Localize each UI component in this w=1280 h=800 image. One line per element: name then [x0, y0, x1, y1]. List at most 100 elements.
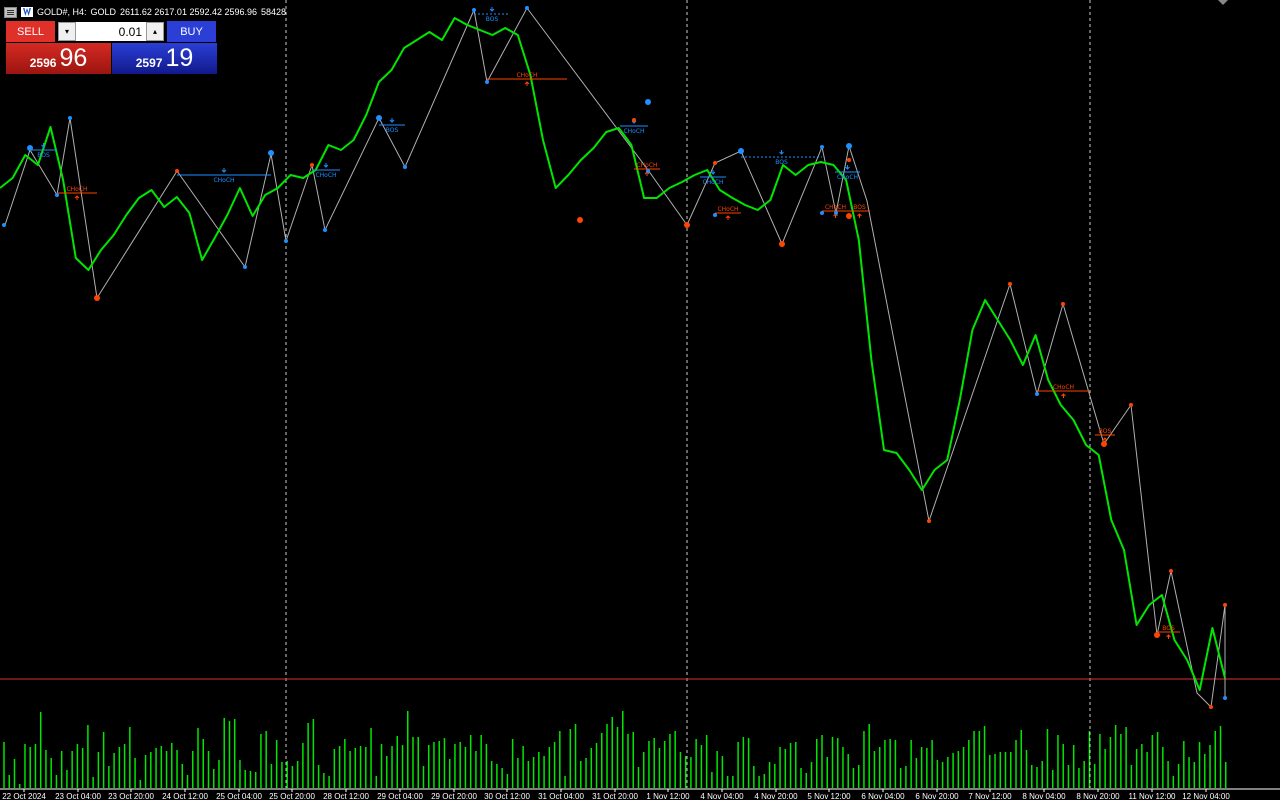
swing-point-minor	[243, 265, 247, 269]
swing-point-minor	[472, 8, 476, 12]
time-tick-label: 6 Nov 20:00	[915, 792, 959, 800]
time-tick-label: 22 Oct 2024	[2, 792, 46, 800]
lot-decrease-icon[interactable]: ▾	[58, 22, 76, 41]
menu-icon[interactable]	[4, 6, 17, 18]
time-tick-label: 23 Oct 04:00	[55, 792, 101, 800]
swing-point-major	[684, 222, 690, 228]
time-tick-label: 6 Nov 04:00	[861, 792, 905, 800]
swing-point-minor	[525, 6, 529, 10]
time-tick-label: 1 Nov 12:00	[646, 792, 690, 800]
structure-label: CHoCH	[516, 72, 537, 79]
swing-point-major	[94, 295, 100, 301]
arrow-down-icon	[74, 195, 80, 200]
ask-price-large: 19	[165, 44, 194, 72]
time-tick-label: 31 Oct 04:00	[538, 792, 584, 800]
structure-label: BOS	[853, 204, 866, 211]
swing-point-minor	[713, 213, 717, 217]
arrow-up-icon	[41, 143, 46, 148]
ohlc-values: 2611.62 2617.01 2592.42 2596.96	[120, 7, 258, 17]
swing-point-minor	[1209, 705, 1213, 709]
swing-point-major	[577, 217, 583, 223]
swing-point-major	[1154, 632, 1160, 638]
swing-dots	[2, 6, 1227, 709]
lot-size-input[interactable]: 0.01	[118, 24, 142, 39]
structure-label: CHoCH	[213, 177, 234, 184]
arrow-up-icon	[779, 150, 784, 155]
bid-price-small: 2596	[29, 55, 57, 70]
chart-header: GOLD#, H4: GOLD 2611.62 2617.01 2592.42 …	[4, 5, 286, 19]
one-click-trading-panel: SELL ▾ 0.01 ▴ BUY 2596 96 2597 19	[6, 21, 217, 74]
swing-point-minor	[1169, 569, 1173, 573]
time-tick-label: 25 Oct 04:00	[216, 792, 262, 800]
buy-button[interactable]: BUY	[167, 21, 216, 42]
swing-point-minor	[820, 145, 824, 149]
time-tick-label: 31 Oct 20:00	[592, 792, 638, 800]
arrow-down-icon	[1166, 634, 1171, 639]
swing-point-minor	[323, 228, 327, 232]
structure-label: CHoCH	[315, 172, 336, 179]
swing-point-major	[268, 150, 274, 156]
arrow-up-icon	[221, 168, 227, 173]
swing-point-minor	[485, 80, 489, 84]
sell-button[interactable]: SELL	[6, 21, 55, 42]
time-tick-label: 4 Nov 20:00	[754, 792, 798, 800]
swing-point-minor	[1061, 302, 1065, 306]
ask-price-small: 2597	[135, 55, 163, 70]
swing-point-minor	[55, 193, 59, 197]
price-series	[0, 17, 1226, 691]
time-axis: 22 Oct 2024 23 Oct 04:00 23 Oct 20:00 24 Oc…	[0, 788, 1280, 800]
structure-marks: BOS CHoCH CHoCH CHoCH BOS BOS CHoCH CHoCH CHoCH C…	[30, 7, 1180, 639]
time-tick-label: 12 Nov 04:00	[1182, 792, 1230, 800]
swing-point-minor	[646, 169, 650, 173]
arrow-up-icon	[845, 165, 850, 170]
symbol-timeframe: GOLD#, H4:	[37, 7, 87, 17]
structure-label: CHoCH	[837, 174, 858, 181]
structure-label: BOS	[486, 16, 499, 23]
swing-point-minor	[713, 161, 717, 165]
swing-point-minor	[310, 163, 314, 167]
arrow-down-icon	[1061, 393, 1066, 398]
ask-price-button[interactable]: 2597 19	[112, 43, 217, 74]
swing-point-major	[738, 148, 744, 154]
time-tick-label: 7 Nov 12:00	[968, 792, 1012, 800]
arrow-down-icon	[857, 213, 862, 218]
lot-size-control: ▾ 0.01 ▴	[58, 22, 164, 41]
time-tick-label: 23 Oct 20:00	[108, 792, 154, 800]
swing-point-minor	[1008, 282, 1012, 286]
swing-point-minor	[820, 211, 824, 215]
swing-point-minor	[1223, 603, 1227, 607]
volume-histogram	[3, 711, 1227, 788]
structure-label: CHoCH	[636, 162, 657, 169]
arrow-up-icon	[489, 7, 495, 12]
time-tick-label: 11 Nov 12:00	[1129, 792, 1177, 800]
tick-volume: 58428	[261, 7, 287, 17]
swing-point-major	[1101, 441, 1107, 447]
time-tick-label: 8 Nov 20:00	[1076, 792, 1120, 800]
arrow-up-icon	[389, 118, 395, 123]
collapse-arrow-icon[interactable]	[1218, 0, 1228, 5]
period-separators	[285, 0, 1091, 788]
arrow-down-icon	[725, 215, 731, 220]
structure-label: CHoCH	[66, 186, 87, 193]
structure-label: BOS	[1162, 625, 1175, 632]
swing-point-minor	[632, 118, 636, 122]
swing-point-minor	[68, 116, 72, 120]
swing-point-major	[779, 241, 785, 247]
swing-point-minor	[284, 239, 288, 243]
structure-label: CHoCH	[717, 206, 738, 213]
bid-price-button[interactable]: 2596 96	[6, 43, 111, 74]
swing-point-major	[376, 115, 382, 121]
lot-increase-icon[interactable]: ▴	[146, 22, 164, 41]
time-tick-label: 24 Oct 12:00	[162, 792, 208, 800]
time-tick-label: 4 Nov 04:00	[700, 792, 744, 800]
swing-point-minor	[403, 165, 407, 169]
swing-point-minor	[1035, 392, 1039, 396]
time-tick-label: 25 Oct 20:00	[269, 792, 315, 800]
swing-point-minor	[1129, 403, 1133, 407]
structure-label: CHoCH	[825, 204, 846, 211]
bid-price-large: 96	[59, 44, 88, 72]
structure-label: BOS	[775, 159, 788, 166]
swing-point-minor	[1223, 696, 1227, 700]
structure-label: CHoCH	[623, 128, 644, 135]
